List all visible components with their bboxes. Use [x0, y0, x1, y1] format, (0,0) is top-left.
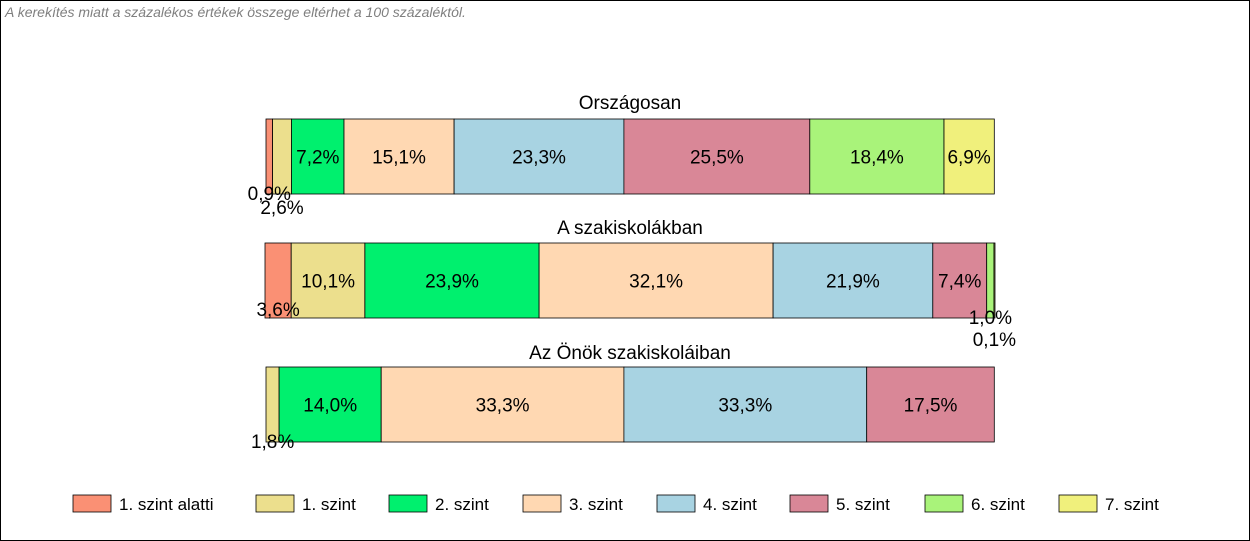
bar-segment: [943, 118, 995, 195]
legend-swatch: [255, 494, 295, 513]
data-label: 32,1%: [629, 272, 683, 293]
legend-swatch: [924, 494, 964, 513]
data-label: 23,3%: [512, 148, 566, 169]
legend-item: 7. szint: [1058, 494, 1159, 514]
data-label: 0,9%: [248, 184, 291, 205]
data-label: 1,8%: [251, 432, 294, 453]
data-label: 18,4%: [850, 148, 904, 169]
legend-label: 7. szint: [1105, 495, 1159, 514]
legend-swatch: [72, 494, 112, 513]
data-label: 10,1%: [301, 272, 355, 293]
bar-segment: [772, 242, 934, 319]
data-label: 14,0%: [303, 396, 357, 417]
legend-label: 4. szint: [703, 495, 757, 514]
legend-item: 2. szint: [388, 494, 489, 514]
bar-segment: [264, 242, 292, 319]
legend-item: 4. szint: [656, 494, 757, 514]
legend-swatch: [388, 494, 428, 513]
data-label: 7,2%: [296, 148, 339, 169]
bar-segment: [272, 118, 293, 195]
bar-segment: [453, 118, 625, 195]
bar-segment: [291, 118, 345, 195]
data-label: 25,5%: [690, 148, 744, 169]
legend-label: 1. szint alatti: [119, 495, 214, 514]
legend-label: 1. szint: [302, 495, 356, 514]
legend-item: 3. szint: [522, 494, 623, 514]
data-label: 3,6%: [256, 300, 299, 321]
bar-segment: [265, 366, 280, 443]
bar-title: Az Önök szakiskoláiban: [529, 343, 731, 364]
bar-segment: [380, 366, 625, 443]
bar-title: A szakiskolákban: [557, 218, 703, 239]
data-label: 33,3%: [476, 396, 530, 417]
legend-item: 5. szint: [789, 494, 890, 514]
bar-segment: [809, 118, 945, 195]
legend-swatch: [789, 494, 829, 513]
bar-segment: [538, 242, 774, 319]
legend-label: 6. szint: [971, 495, 1025, 514]
legend-swatch: [522, 494, 562, 513]
data-label: 21,9%: [826, 272, 880, 293]
bar-segment: [986, 242, 995, 319]
bar-segment: [993, 242, 996, 319]
legend-swatch: [1058, 494, 1098, 513]
bar-segment: [290, 242, 366, 319]
legend-item: 1. szint alatti: [72, 494, 214, 514]
legend-swatch: [656, 494, 696, 513]
bar-segment: [866, 366, 995, 443]
legend-label: 2. szint: [435, 495, 489, 514]
data-label: 33,3%: [718, 396, 772, 417]
legend-item: 6. szint: [924, 494, 1025, 514]
data-label: 17,5%: [904, 396, 958, 417]
bar-segment: [932, 242, 988, 319]
legend-label: 3. szint: [569, 495, 623, 514]
bar-segment: [623, 118, 811, 195]
bar-segment: [265, 118, 273, 195]
rounding-note: A kerekítés miatt a százalékos értékek ö…: [5, 4, 466, 20]
bar-segment: [278, 366, 382, 443]
bar-segment: [623, 366, 868, 443]
bar-segment: [364, 242, 540, 319]
data-label: 1,0%: [969, 308, 1012, 329]
data-label: 6,9%: [947, 148, 990, 169]
data-label: 2,6%: [260, 198, 303, 219]
data-label: 23,9%: [425, 272, 479, 293]
bar-title: Országosan: [579, 93, 681, 114]
data-label: 0,1%: [973, 330, 1016, 351]
data-label: 7,4%: [938, 272, 981, 293]
data-label: 15,1%: [372, 148, 426, 169]
legend-item: 1. szint: [255, 494, 356, 514]
legend-label: 5. szint: [836, 495, 890, 514]
